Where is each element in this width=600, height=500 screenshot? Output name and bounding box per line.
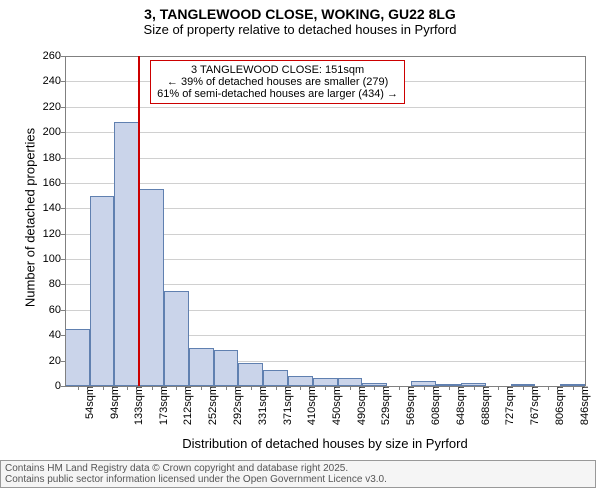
y-axis-label: Number of detached properties: [23, 88, 38, 348]
histogram-bar: [65, 329, 90, 386]
x-tick-label: 806sqm: [552, 386, 566, 425]
annotation-line: ← 39% of detached houses are smaller (27…: [157, 76, 398, 88]
x-tick-label: 608sqm: [428, 386, 442, 425]
chart-title: 3, TANGLEWOOD CLOSE, WOKING, GU22 8LG: [0, 0, 600, 22]
x-tick-label: 569sqm: [403, 386, 417, 425]
footer-attribution: Contains HM Land Registry data © Crown c…: [0, 460, 596, 488]
histogram-bar: [164, 291, 189, 386]
x-tick-label: 252sqm: [205, 386, 219, 425]
x-tick-label: 727sqm: [502, 386, 516, 425]
x-tick-label: 410sqm: [304, 386, 318, 425]
histogram-bar: [214, 350, 238, 386]
x-tick-label: 133sqm: [131, 386, 145, 425]
x-tick-label: 331sqm: [255, 386, 269, 425]
annotation-line: 3 TANGLEWOOD CLOSE: 151sqm: [157, 64, 398, 76]
grid-line: [65, 107, 585, 108]
annotation-line: 61% of semi-detached houses are larger (…: [157, 88, 398, 100]
x-tick-label: 212sqm: [180, 386, 194, 425]
histogram-bar: [139, 189, 163, 386]
x-tick-label: 529sqm: [378, 386, 392, 425]
x-tick-label: 450sqm: [329, 386, 343, 425]
x-tick-label: 688sqm: [478, 386, 492, 425]
histogram-bar: [114, 122, 139, 386]
grid-line: [65, 132, 585, 133]
grid-line: [65, 183, 585, 184]
footer-line-2: Contains public sector information licen…: [5, 474, 591, 485]
axis-top: [65, 56, 585, 57]
x-tick-label: 173sqm: [156, 386, 170, 425]
y-axis: [65, 56, 66, 386]
x-tick-label: 648sqm: [453, 386, 467, 425]
annotation-box: 3 TANGLEWOOD CLOSE: 151sqm← 39% of detac…: [150, 60, 405, 104]
x-axis: [65, 386, 585, 387]
chart-subtitle: Size of property relative to detached ho…: [0, 22, 600, 37]
x-tick-label: 54sqm: [82, 386, 96, 419]
x-tick-label: 371sqm: [280, 386, 294, 425]
histogram-bar: [90, 196, 114, 386]
histogram-bar: [189, 348, 214, 386]
marker-line: [138, 56, 140, 386]
histogram-bar: [288, 376, 313, 386]
x-tick-label: 846sqm: [577, 386, 591, 425]
axis-right: [585, 56, 586, 386]
histogram-bar: [263, 370, 287, 387]
x-tick-label: 490sqm: [354, 386, 368, 425]
x-tick-label: 767sqm: [527, 386, 541, 425]
grid-line: [65, 158, 585, 159]
histogram-bar: [338, 378, 362, 386]
plot-area: 02040608010012014016018020022024026054sq…: [65, 56, 585, 386]
histogram-bar: [313, 378, 338, 386]
chart-container: 3, TANGLEWOOD CLOSE, WOKING, GU22 8LG Si…: [0, 0, 600, 500]
x-tick-label: 94sqm: [107, 386, 121, 419]
x-axis-label: Distribution of detached houses by size …: [65, 436, 585, 451]
footer-line-1: Contains HM Land Registry data © Crown c…: [5, 463, 591, 474]
x-tick-label: 292sqm: [230, 386, 244, 425]
histogram-bar: [238, 363, 263, 386]
